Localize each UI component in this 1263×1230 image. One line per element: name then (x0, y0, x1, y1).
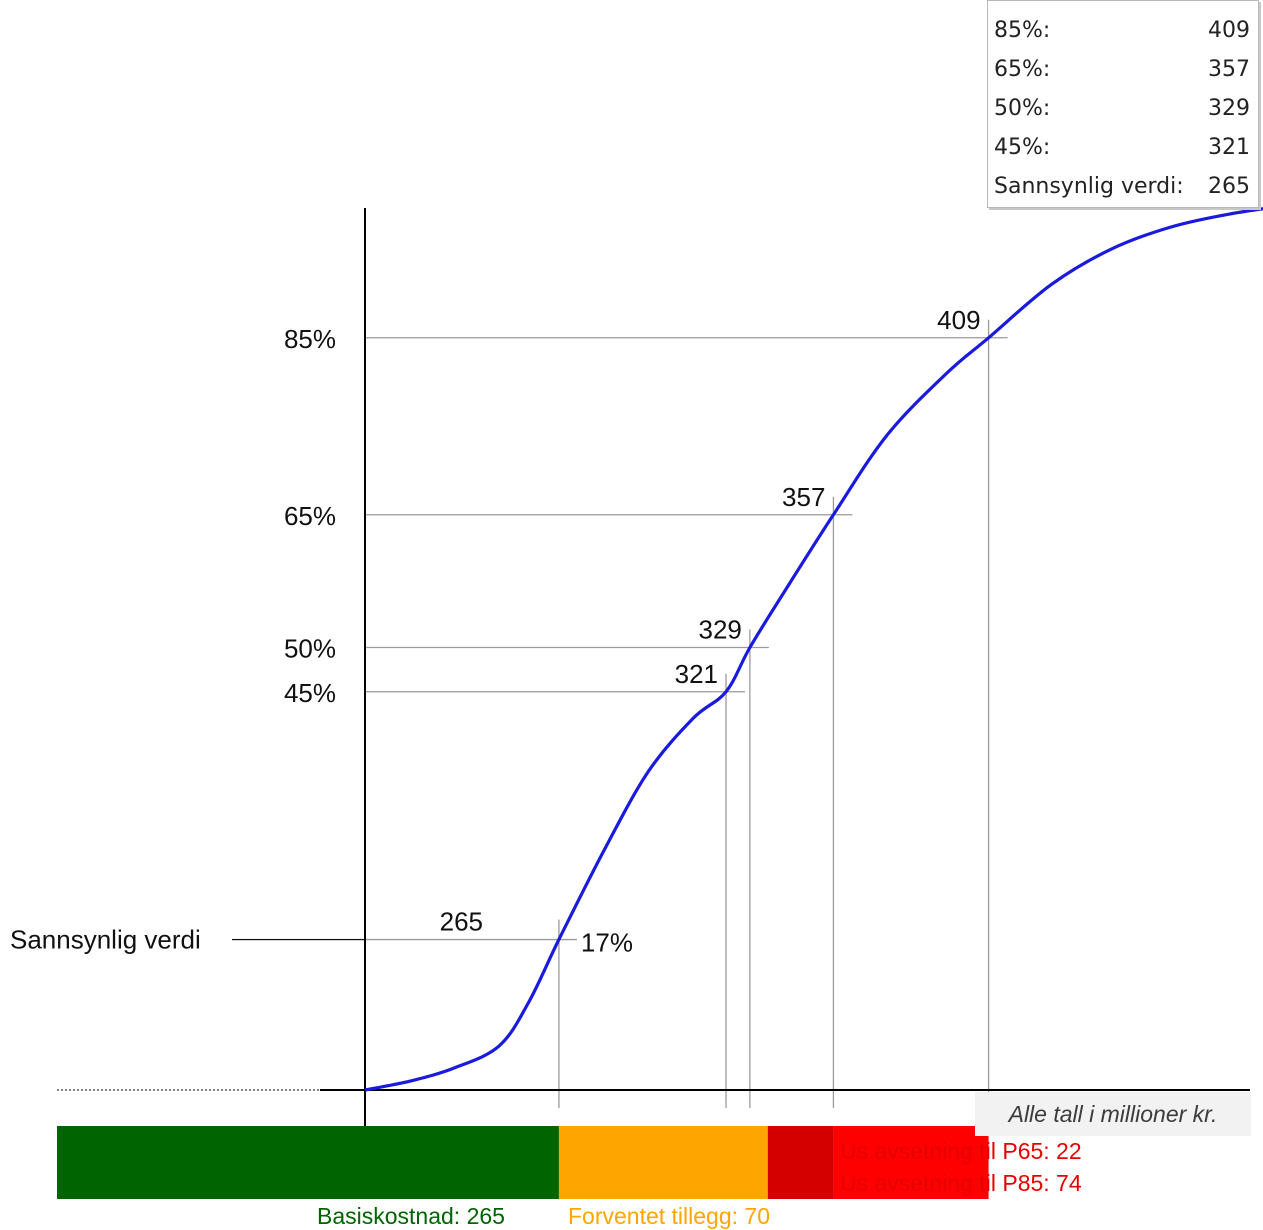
summary-value: 265 (1208, 174, 1250, 199)
reserve-p65-label: Us.avsetning til P65: 22 (840, 1138, 1082, 1164)
summary-label: 65%: (994, 57, 1051, 82)
summary-value: 329 (1208, 96, 1250, 121)
bar-segment-expected-addition (558, 1126, 768, 1199)
cost-bar (57, 1126, 989, 1199)
summary-row: 85%: 409 (994, 11, 1250, 50)
y-level-label: 45% (284, 678, 336, 708)
guide-lines (232, 319, 1008, 1108)
value-label: 357 (782, 482, 825, 512)
summary-row: Sannsynlig verdi: 265 (994, 167, 1250, 206)
summary-label: 85%: (994, 18, 1051, 43)
expected-addition-label: Forventet tillegg: 70 (568, 1203, 771, 1229)
reserve-p85-label: Us.avsetning til P85: 74 (840, 1170, 1082, 1196)
value-label: 409 (937, 305, 980, 335)
chart-labels: 85% 409 65% 357 50% 329 45% 321 Sannsynlig verdi… (10, 305, 981, 958)
summary-value: 321 (1208, 135, 1250, 160)
bar-segment-reserve-p65 (767, 1126, 834, 1199)
most-likely-percent-label: 17% (581, 928, 633, 958)
summary-value: 357 (1208, 57, 1250, 82)
y-level-label: 85% (284, 324, 336, 354)
y-level-label: 65% (284, 501, 336, 531)
bar-segment-basis (57, 1126, 559, 1199)
bar-segment-reserve-p85 (833, 1126, 989, 1199)
most-likely-value-label: 265 (440, 907, 483, 937)
unit-note: Alle tall i millioner kr. (975, 1092, 1251, 1136)
summary-label: 45%: (994, 135, 1051, 160)
summary-row: 65%: 357 (994, 50, 1250, 89)
value-label: 329 (698, 615, 741, 645)
percentile-summary-table: 85%: 409 65%: 357 50%: 329 45%: 321 Sannsynlig v… (987, 0, 1259, 208)
y-level-label: 50% (284, 634, 336, 664)
summary-label: 50%: (994, 96, 1051, 121)
value-label: 321 (675, 659, 718, 689)
summary-row: 50%: 329 (994, 89, 1250, 128)
summary-value: 409 (1208, 18, 1250, 43)
most-likely-label: Sannsynlig verdi (10, 925, 201, 955)
axes (57, 208, 1250, 1128)
summary-label: Sannsynlig verdi: (994, 174, 1184, 199)
cumulative-curve (364, 207, 1263, 1092)
summary-row: 45%: 321 (994, 128, 1250, 167)
curve-layer (364, 207, 1263, 1092)
basis-cost-label: Basiskostnad: 265 (317, 1203, 505, 1229)
